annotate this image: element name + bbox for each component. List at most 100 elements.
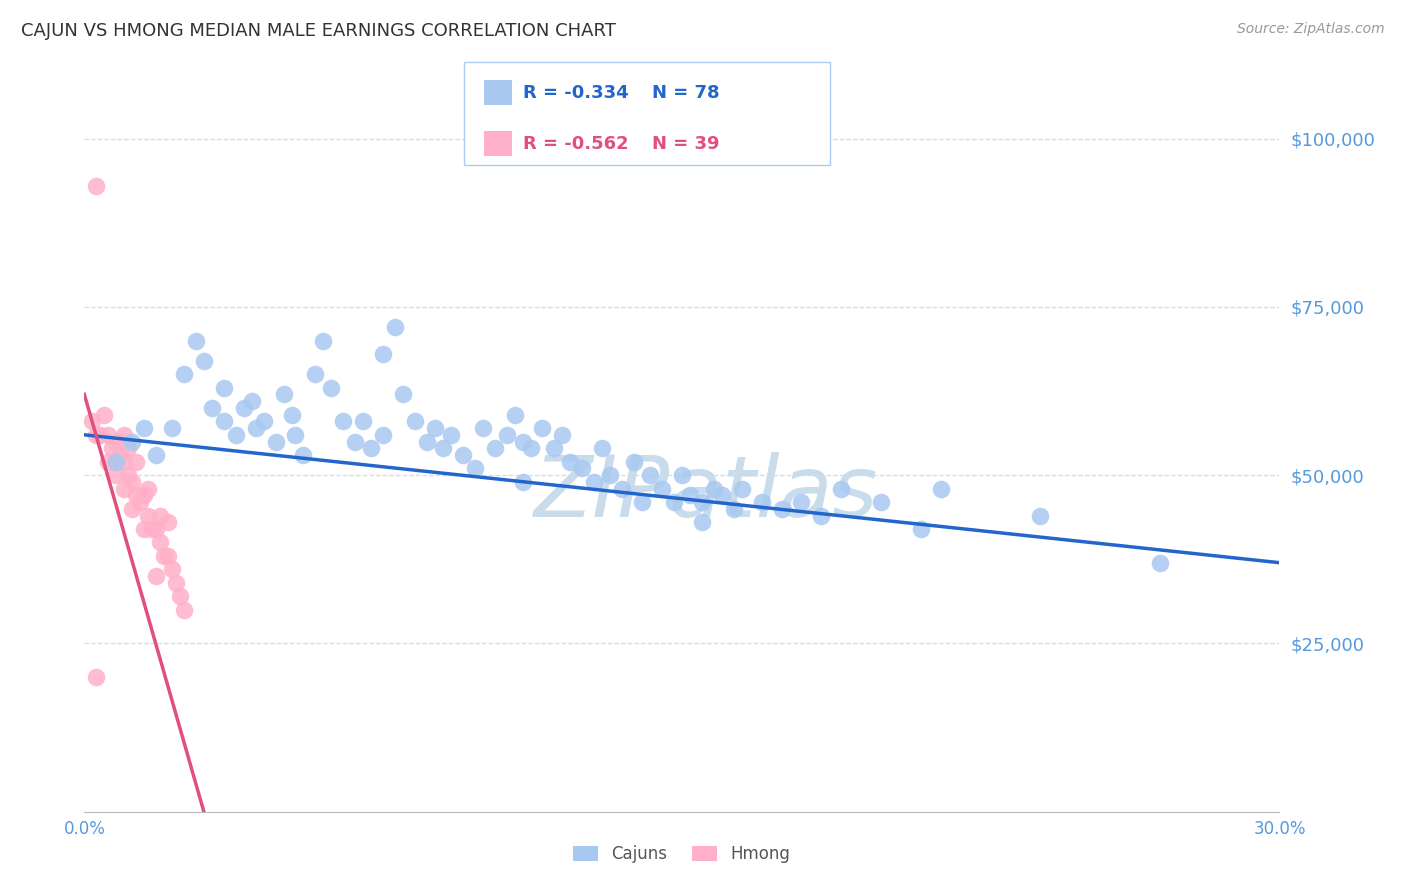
Point [173, 368, 195, 382]
Point [105, 468, 128, 483]
Point [157, 516, 180, 530]
Point [312, 334, 335, 348]
Point [132, 522, 156, 536]
Point [770, 501, 793, 516]
Point [253, 414, 276, 428]
Point [145, 522, 167, 536]
Point [623, 455, 645, 469]
Text: Source: ZipAtlas.com: Source: ZipAtlas.com [1237, 22, 1385, 37]
Point [136, 482, 159, 496]
Point [690, 516, 713, 530]
Text: R = -0.562: R = -0.562 [523, 135, 628, 153]
Point [121, 475, 143, 489]
Point [292, 448, 315, 462]
Point [117, 442, 139, 456]
Point [121, 501, 143, 516]
Point [105, 455, 128, 469]
Point [464, 461, 486, 475]
Point [129, 495, 152, 509]
Point [160, 421, 183, 435]
Point [97, 427, 120, 442]
Point [551, 427, 574, 442]
Point [560, 455, 582, 469]
Point [531, 421, 554, 435]
Point [512, 475, 534, 489]
Point [232, 401, 254, 415]
Point [149, 535, 172, 549]
Point [710, 488, 733, 502]
Point [723, 501, 745, 516]
Point [125, 488, 148, 502]
Point [631, 495, 654, 509]
Point [432, 442, 454, 456]
Point [132, 488, 156, 502]
Point [651, 482, 673, 496]
Point [423, 421, 446, 435]
Point [591, 442, 613, 456]
Point [543, 442, 565, 456]
Point [212, 414, 235, 428]
Point [571, 461, 593, 475]
Point [373, 427, 395, 442]
Point [97, 455, 120, 469]
Point [121, 434, 143, 449]
Point [153, 549, 176, 563]
Text: ZIPatlas: ZIPatlas [534, 452, 877, 535]
Point [240, 394, 263, 409]
Point [110, 448, 132, 462]
Point [112, 482, 135, 496]
Point [599, 468, 621, 483]
Point [86, 178, 108, 193]
Point [344, 434, 367, 449]
Point [471, 421, 494, 435]
Legend: Cajuns, Hmong: Cajuns, Hmong [567, 838, 797, 870]
Point [136, 508, 159, 523]
Point [125, 455, 148, 469]
Point [519, 442, 541, 456]
Point [612, 482, 634, 496]
Point [830, 482, 852, 496]
Point [273, 387, 295, 401]
Point [112, 427, 135, 442]
Point [404, 414, 426, 428]
Point [173, 603, 195, 617]
Point [638, 468, 661, 483]
Point [149, 508, 172, 523]
Point [165, 575, 187, 590]
Point [141, 522, 163, 536]
Point [360, 442, 382, 456]
Point [105, 455, 128, 469]
Point [82, 414, 104, 428]
Point [495, 427, 517, 442]
Point [679, 488, 702, 502]
Point [201, 401, 224, 415]
Point [86, 427, 108, 442]
Point [132, 421, 156, 435]
Text: CAJUN VS HMONG MEDIAN MALE EARNINGS CORRELATION CHART: CAJUN VS HMONG MEDIAN MALE EARNINGS CORR… [21, 22, 616, 40]
Text: N = 39: N = 39 [652, 135, 720, 153]
Point [416, 434, 439, 449]
Point [169, 590, 191, 604]
Point [86, 670, 108, 684]
Point [264, 434, 287, 449]
Point [1149, 556, 1171, 570]
Point [225, 427, 247, 442]
Point [117, 468, 139, 483]
Point [384, 320, 406, 334]
Point [157, 549, 180, 563]
Point [703, 482, 725, 496]
Point [440, 427, 463, 442]
Point [690, 495, 713, 509]
Point [280, 408, 302, 422]
Point [373, 347, 395, 361]
Point [184, 334, 207, 348]
Point [790, 495, 813, 509]
Point [512, 434, 534, 449]
Point [145, 448, 167, 462]
Point [929, 482, 952, 496]
Point [870, 495, 893, 509]
Text: N = 78: N = 78 [652, 84, 720, 102]
Point [105, 434, 128, 449]
Point [145, 569, 167, 583]
Text: R = -0.334: R = -0.334 [523, 84, 628, 102]
